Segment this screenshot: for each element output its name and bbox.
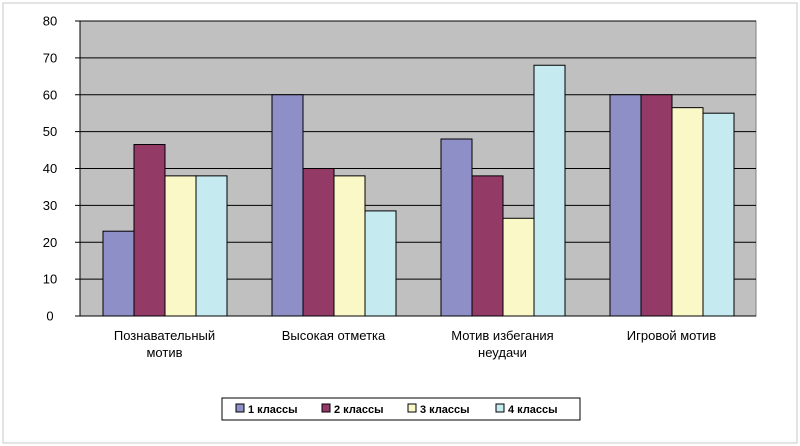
y-tick-label: 60 [43, 87, 57, 102]
y-tick-labels: 0 10 20 30 40 50 60 70 80 [43, 14, 80, 324]
y-tick-label: 20 [43, 235, 57, 250]
bar [271, 94, 304, 317]
legend: 1 классы 2 классы 3 классы 4 классы [221, 397, 581, 421]
legend-swatch [407, 403, 417, 413]
bar [133, 144, 166, 317]
bar [440, 138, 473, 317]
bar [533, 64, 566, 317]
category-label: Высокая отметка [282, 328, 386, 343]
bar [333, 175, 366, 317]
bar [364, 210, 397, 317]
y-tick-label: 0 [46, 309, 53, 324]
bar [640, 94, 673, 317]
legend-label: 3 классы [420, 404, 470, 416]
y-tick-label: 80 [43, 14, 57, 29]
category-labels: Познавательный мотив Высокая отметка Мотив … [114, 328, 716, 360]
bars [102, 64, 735, 317]
y-tick-label: 30 [43, 198, 57, 213]
legend-label: 2 классы [334, 404, 384, 416]
bar [471, 175, 504, 317]
bar [671, 107, 704, 317]
legend-box [221, 397, 581, 421]
legend-label: 4 классы [508, 404, 558, 416]
y-tick-label: 70 [43, 50, 57, 65]
category-label: Мотив избегания неудачи [451, 328, 553, 360]
legend-label: 1 классы [248, 404, 298, 416]
legend-swatch [235, 403, 245, 413]
bar [195, 175, 228, 317]
y-tick-label: 50 [43, 124, 57, 139]
bar [164, 175, 197, 317]
bar [302, 168, 335, 317]
bar [609, 94, 642, 317]
y-tick-label: 40 [43, 161, 57, 176]
category-label: Игровой мотив [627, 328, 717, 343]
bar [702, 112, 735, 317]
bar [502, 217, 535, 317]
category-label: Познавательный мотив [114, 328, 215, 360]
y-tick-label: 10 [43, 272, 57, 287]
bar [102, 230, 135, 317]
legend-swatch [495, 403, 505, 413]
legend-swatch [321, 403, 331, 413]
